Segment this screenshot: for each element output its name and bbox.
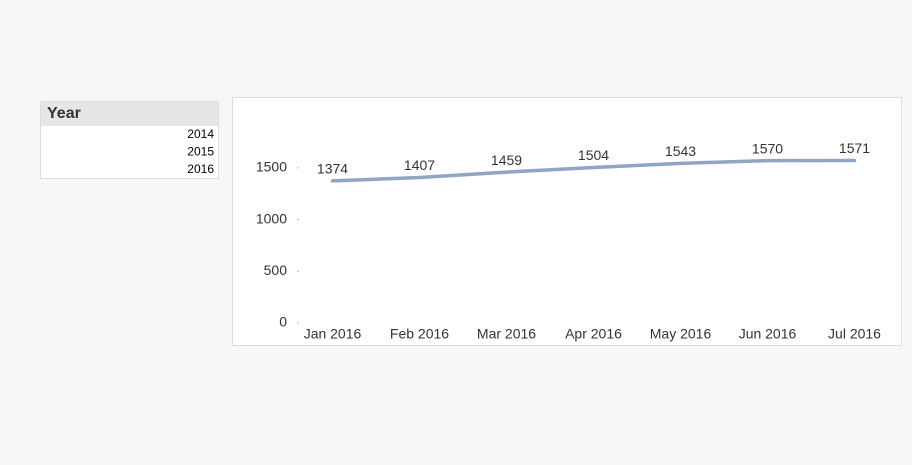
x-tick-label: Mar 2016 xyxy=(477,326,536,342)
x-tick-label: Jan 2016 xyxy=(304,326,362,342)
y-tick-label: 1500 xyxy=(256,159,287,175)
listbox-item[interactable]: 2016 xyxy=(187,162,214,176)
listbox-item[interactable]: 2014 xyxy=(187,127,214,141)
y-tick-label: 500 xyxy=(264,262,288,278)
x-tick-label: Apr 2016 xyxy=(565,326,622,342)
x-tick-label: May 2016 xyxy=(650,326,712,342)
y-tick-label: 0 xyxy=(279,314,287,330)
chart-frame xyxy=(232,97,902,346)
value-label: 1374 xyxy=(317,161,348,177)
x-tick-label: Feb 2016 xyxy=(390,326,449,342)
line xyxy=(330,158,857,183)
x-tick-label: Jul 2016 xyxy=(828,326,881,342)
value-label: 1570 xyxy=(752,140,783,156)
value-label: 1543 xyxy=(665,143,696,159)
value-label: 1459 xyxy=(491,152,522,168)
listbox-title: Year xyxy=(47,105,81,122)
listbox-header xyxy=(41,102,218,126)
value-label: 1571 xyxy=(839,140,870,156)
value-label: 1504 xyxy=(578,147,609,163)
value-label: 1407 xyxy=(404,157,435,173)
listbox-item[interactable]: 2015 xyxy=(187,144,214,158)
y-tick-label: 1000 xyxy=(256,210,287,226)
x-tick-label: Jun 2016 xyxy=(739,326,797,342)
listbox: Year xyxy=(40,101,219,179)
